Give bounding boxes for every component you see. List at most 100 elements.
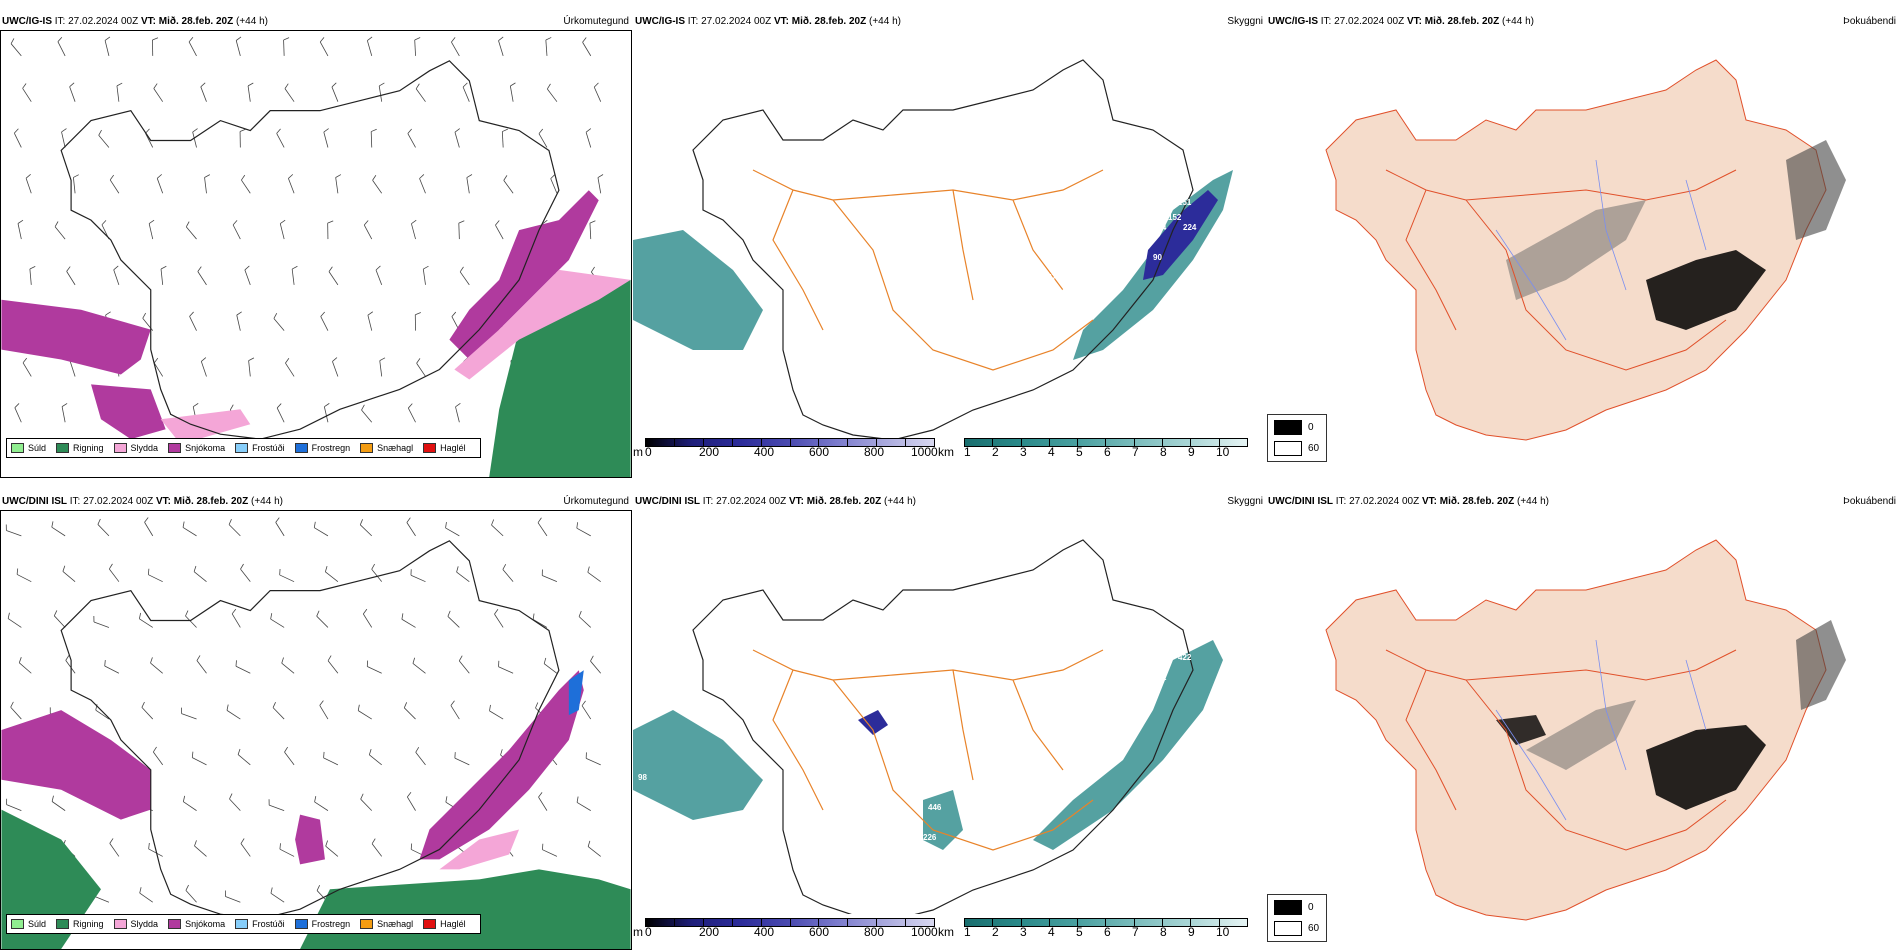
distance-unit: km [938, 925, 954, 939]
wind-barb-flag [14, 403, 20, 408]
legend-swatch [113, 443, 127, 453]
panel-header: UWC/IG-IS IT: 27.02.2024 00Z VT: Mið. 28… [1268, 14, 1534, 30]
precip-panel: UWC/DINI ISL IT: 27.02.2024 00Z VT: Mið.… [0, 494, 632, 950]
wind-barb [182, 527, 197, 537]
wind-barb-flag [283, 37, 290, 41]
legend-label: Rigning [73, 919, 104, 929]
legend-label: Snjókoma [185, 443, 226, 453]
visibility-label: 213 [1083, 723, 1097, 732]
wind-barb-flag [597, 174, 604, 178]
visibility-label: 151 [1178, 198, 1192, 207]
wind-barb-flag [25, 174, 31, 179]
wind-barb [501, 131, 504, 148]
fog-legend-row: 0 [1274, 900, 1314, 915]
wind-barb-flag [412, 657, 416, 664]
wind-barb [360, 798, 373, 811]
wind-barb-flag [495, 220, 500, 226]
legend-item: Rigning [56, 443, 104, 453]
low-vis-area [633, 230, 763, 350]
wind-barb-flag [542, 219, 548, 225]
wind-barb [13, 132, 22, 148]
wind-barb-flag [323, 128, 329, 133]
altitude-scale: m 0 200 400 600 800 1000 [633, 918, 938, 940]
lead-time: (+44 h) [1517, 496, 1549, 507]
wind-barb [104, 40, 110, 56]
legend-item: Snjókoma [168, 919, 225, 929]
wind-barb [185, 615, 197, 628]
legend-swatch [360, 919, 374, 929]
panel-header: UWC/IG-IS IT: 27.02.2024 00Z VT: Mið. 28… [635, 14, 901, 30]
wind-barb [367, 666, 382, 674]
wind-barb [547, 88, 558, 102]
wind-barb-flag [532, 613, 535, 620]
wind-barb [160, 268, 164, 285]
wind-barb-flag [415, 312, 421, 316]
altitude-tick: 400 [754, 445, 775, 459]
wind-barb-flag [368, 749, 372, 755]
wind-barb [281, 662, 295, 674]
vt-value: Mið. 28.feb. 20Z [791, 16, 867, 27]
wind-barb [51, 801, 66, 811]
wind-barb [139, 618, 153, 628]
precip-legend: Súld Rigning Slydda Snjókoma Frostúði Fr… [6, 914, 481, 934]
rivers [1495, 639, 1707, 821]
fog-gray [1506, 200, 1646, 300]
precip-map [0, 30, 632, 478]
wind-barb-flag [14, 128, 19, 134]
wind-barb-flag [319, 700, 324, 706]
wind-barb [113, 269, 120, 285]
wind-barb-flag [445, 796, 448, 803]
wind-barb [576, 527, 591, 537]
wind-barb [228, 524, 241, 537]
wind-barb [139, 892, 153, 903]
wind-barb-flag [97, 518, 101, 525]
wind-barb-flag [500, 749, 503, 756]
altitude-tick: 600 [809, 925, 830, 939]
wind-barb [379, 360, 383, 377]
legend-swatch [235, 919, 249, 929]
wind-barb [25, 178, 32, 194]
fog-legend: 0 60 [1267, 894, 1327, 942]
wind-barb [291, 269, 295, 285]
wind-barb-flag [196, 655, 201, 661]
precip-legend: Súld Rigning Slydda Snjókoma Frostúði Fr… [6, 438, 481, 458]
wind-barb [288, 178, 295, 194]
wind-barb [14, 407, 22, 423]
wind-barb [411, 223, 416, 240]
wind-barb [235, 40, 241, 56]
wind-barb-flag [288, 174, 294, 179]
wind-barb [17, 223, 22, 240]
wind-barb [240, 568, 251, 582]
visibility-label: 446 [928, 803, 942, 812]
wind-barb [450, 705, 460, 720]
iceland-outline [60, 540, 560, 920]
wind-barb [229, 798, 241, 811]
fog-gray [1796, 620, 1846, 710]
wind-barb-flag [228, 518, 232, 525]
legend-swatch [294, 919, 308, 929]
wind-barb-flag [53, 610, 58, 616]
wind-barb-flag [550, 174, 556, 179]
wind-barb-flag [416, 358, 421, 364]
wind-barb-flag [109, 838, 114, 844]
wind-barb-flag [65, 655, 70, 661]
wind-barb-flag [185, 221, 190, 228]
wind-barb [6, 804, 22, 812]
distance-tick: 9 [1188, 925, 1195, 939]
wind-barb-flag [451, 37, 456, 43]
roads [1385, 649, 1737, 851]
it-value: 27.02.2024 00Z [83, 496, 154, 507]
wind-barb-flag [411, 219, 417, 225]
wind-barb-flag [231, 608, 237, 615]
wind-barb [57, 41, 66, 57]
wind-barb-flag [589, 220, 596, 224]
wind-barb-flag [450, 700, 455, 706]
wind-barb-flag [247, 82, 254, 87]
distance-tick: 2 [992, 925, 999, 939]
wind-barb [73, 177, 76, 194]
wind-barb-flag [503, 175, 508, 181]
wind-barb [241, 179, 251, 194]
wind-barb-flag [371, 128, 377, 132]
wind-barb-flag [587, 566, 590, 573]
wind-barb [445, 527, 460, 537]
